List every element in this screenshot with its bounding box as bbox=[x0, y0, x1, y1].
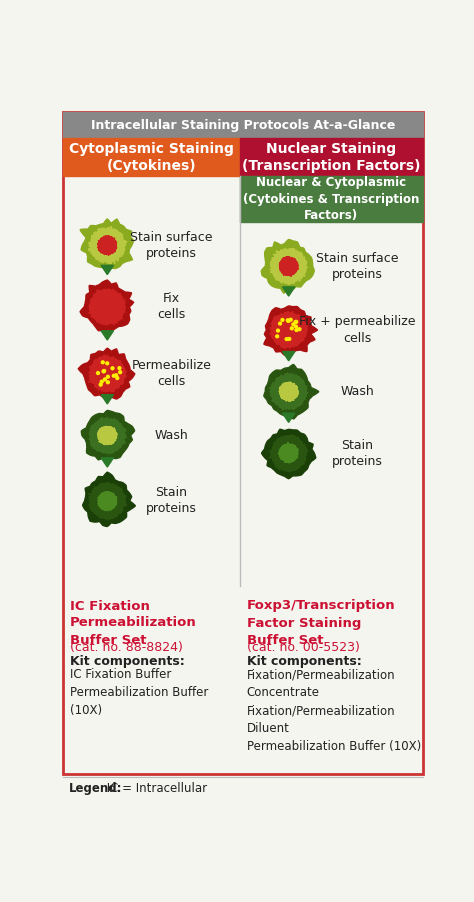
Circle shape bbox=[286, 319, 289, 322]
Text: Legend:: Legend: bbox=[69, 782, 122, 795]
Text: (cat. no. 00-5523): (cat. no. 00-5523) bbox=[247, 641, 360, 654]
Polygon shape bbox=[270, 435, 308, 472]
Circle shape bbox=[288, 337, 291, 340]
Circle shape bbox=[292, 323, 295, 326]
Text: Fixation/Permeabilization
Concentrate
Fixation/Permeabilization
Diluent
Permeabi: Fixation/Permeabilization Concentrate Fi… bbox=[247, 668, 421, 753]
Circle shape bbox=[289, 318, 292, 321]
Polygon shape bbox=[89, 354, 127, 392]
Text: Fix
cells: Fix cells bbox=[157, 292, 186, 321]
Text: Kit components:: Kit components: bbox=[70, 655, 185, 668]
Circle shape bbox=[102, 370, 105, 373]
Bar bbox=[240, 137, 423, 176]
Text: Foxp3/Transcription
Factor Staining
Buffer Set: Foxp3/Transcription Factor Staining Buff… bbox=[247, 600, 395, 647]
Polygon shape bbox=[262, 429, 316, 479]
Circle shape bbox=[276, 335, 279, 337]
Text: Cytoplasmic Staining
(Cytokines): Cytoplasmic Staining (Cytokines) bbox=[69, 142, 234, 173]
Circle shape bbox=[112, 374, 115, 377]
Polygon shape bbox=[269, 373, 308, 410]
Polygon shape bbox=[89, 289, 126, 325]
Circle shape bbox=[107, 375, 109, 378]
Polygon shape bbox=[78, 348, 135, 399]
Polygon shape bbox=[88, 226, 127, 263]
Circle shape bbox=[295, 325, 298, 328]
Text: Stain surface
proteins: Stain surface proteins bbox=[316, 252, 399, 281]
Text: Permeabilize
cells: Permeabilize cells bbox=[132, 359, 211, 389]
Polygon shape bbox=[80, 280, 134, 331]
Circle shape bbox=[115, 373, 118, 377]
Polygon shape bbox=[82, 410, 135, 460]
Polygon shape bbox=[279, 256, 299, 277]
Circle shape bbox=[298, 327, 301, 331]
Polygon shape bbox=[80, 219, 134, 269]
Text: IC = Intracellular: IC = Intracellular bbox=[103, 782, 207, 795]
Bar bbox=[63, 112, 423, 137]
Text: IC Fixation Buffer
Permeabilization Buffer
(10X): IC Fixation Buffer Permeabilization Buff… bbox=[70, 668, 209, 717]
Polygon shape bbox=[264, 306, 318, 355]
Circle shape bbox=[287, 319, 290, 322]
Polygon shape bbox=[283, 352, 295, 361]
Circle shape bbox=[103, 370, 106, 373]
Polygon shape bbox=[82, 472, 135, 527]
Circle shape bbox=[101, 361, 104, 364]
Polygon shape bbox=[101, 458, 113, 467]
Circle shape bbox=[100, 381, 103, 383]
Circle shape bbox=[295, 328, 298, 331]
Text: (cat. no. 88-8824): (cat. no. 88-8824) bbox=[70, 641, 183, 654]
Text: Fix + permeabilize
cells: Fix + permeabilize cells bbox=[300, 316, 416, 345]
Text: IC Fixation
Permeabilization
Buffer Set: IC Fixation Permeabilization Buffer Set bbox=[70, 600, 197, 647]
Circle shape bbox=[97, 372, 100, 374]
Polygon shape bbox=[98, 235, 117, 255]
Polygon shape bbox=[89, 417, 127, 455]
Polygon shape bbox=[283, 287, 295, 296]
Text: Stain surface
proteins: Stain surface proteins bbox=[130, 231, 213, 260]
Text: Wash: Wash bbox=[155, 429, 189, 442]
Text: Kit components:: Kit components: bbox=[247, 655, 362, 668]
Text: Nuclear Staining
(Transcription Factors): Nuclear Staining (Transcription Factors) bbox=[242, 142, 420, 173]
Circle shape bbox=[294, 320, 297, 324]
Polygon shape bbox=[278, 442, 299, 464]
Circle shape bbox=[285, 337, 288, 341]
Bar bbox=[63, 137, 240, 176]
Polygon shape bbox=[101, 395, 113, 404]
Circle shape bbox=[276, 329, 280, 332]
Text: Intracellular Staining Protocols At-a-Glance: Intracellular Staining Protocols At-a-Gl… bbox=[91, 119, 395, 132]
Circle shape bbox=[106, 362, 109, 364]
Circle shape bbox=[116, 377, 119, 380]
Polygon shape bbox=[89, 483, 127, 520]
Circle shape bbox=[291, 327, 293, 330]
Polygon shape bbox=[270, 311, 308, 349]
Circle shape bbox=[279, 322, 282, 325]
Polygon shape bbox=[279, 382, 299, 401]
Bar bbox=[240, 176, 423, 222]
Circle shape bbox=[99, 383, 102, 386]
Text: Stain
proteins: Stain proteins bbox=[332, 438, 383, 468]
Circle shape bbox=[295, 320, 298, 323]
Polygon shape bbox=[261, 240, 314, 293]
Circle shape bbox=[118, 367, 121, 370]
Circle shape bbox=[118, 371, 122, 373]
Polygon shape bbox=[97, 426, 118, 445]
Text: Stain
proteins: Stain proteins bbox=[146, 486, 197, 515]
Circle shape bbox=[103, 378, 106, 381]
Polygon shape bbox=[264, 364, 319, 419]
Circle shape bbox=[107, 381, 109, 383]
Text: Wash: Wash bbox=[341, 385, 374, 398]
Polygon shape bbox=[101, 331, 113, 340]
Polygon shape bbox=[101, 265, 113, 274]
Polygon shape bbox=[283, 413, 295, 422]
Text: Nuclear & Cytoplasmic
(Cytokines & Transcription
Factors): Nuclear & Cytoplasmic (Cytokines & Trans… bbox=[243, 176, 419, 222]
Polygon shape bbox=[270, 248, 308, 284]
Circle shape bbox=[111, 367, 114, 370]
Polygon shape bbox=[98, 492, 117, 511]
Circle shape bbox=[281, 318, 284, 321]
